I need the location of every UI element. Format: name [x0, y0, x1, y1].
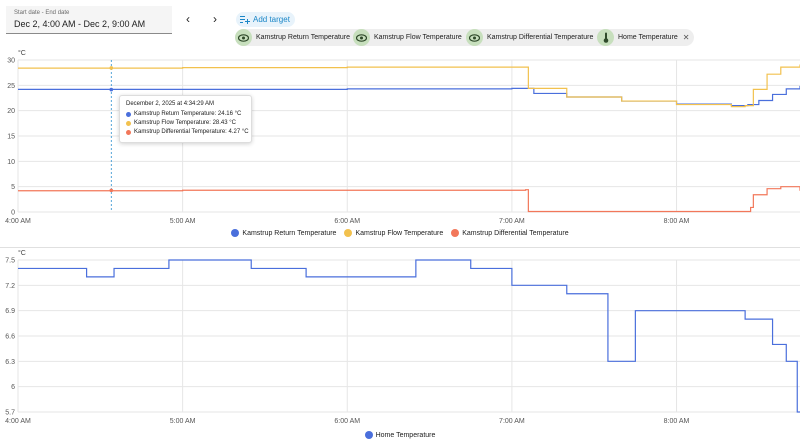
y-tick-label: 5.7	[5, 410, 15, 417]
x-tick-label: 4:00 AM	[5, 418, 31, 425]
legend-item-return[interactable]: Kamstrup Return Temperature	[231, 229, 336, 237]
thermometer-icon	[597, 29, 614, 46]
series-line-2	[18, 186, 800, 213]
tooltip-row-return: Kamstrup Return Temperature: 24.16 °C	[126, 111, 241, 117]
target-chip-flow[interactable]: Kamstrup Flow Temperature ✕	[353, 29, 478, 46]
series-line-1	[18, 64, 800, 108]
y-axis-unit: °C	[18, 250, 26, 257]
y-tick-label: 7.2	[5, 283, 15, 290]
return-color-dot	[126, 111, 131, 117]
x-tick-label: 5:00 AM	[170, 218, 196, 225]
x-tick-label: 7:00 AM	[499, 218, 525, 225]
legend-item-differential[interactable]: Kamstrup Differential Temperature	[451, 229, 569, 237]
legend-item-home[interactable]: Home Temperature	[364, 431, 436, 439]
chart-tooltip: December 2, 2025 at 4:34:29 AM Kamstrup …	[119, 95, 252, 143]
hover-marker	[109, 87, 114, 92]
target-chip-home[interactable]: Home Temperature ✕	[597, 29, 694, 46]
date-range-label: Start date - End date	[14, 10, 70, 16]
tooltip-row-text: Kamstrup Differential Temperature: 4.27 …	[134, 129, 249, 135]
y-tick-label: 0	[11, 210, 15, 217]
legend-label: Kamstrup Flow Temperature	[355, 229, 444, 237]
legend-swatch	[451, 229, 460, 237]
tooltip-row-differential: Kamstrup Differential Temperature: 4.27 …	[126, 129, 249, 135]
date-range-value[interactable]: Dec 2, 4:00 AM - Dec 2, 9:00 AM	[14, 19, 146, 29]
target-chip-differential[interactable]: Kamstrup Differential Temperature ✕	[466, 29, 610, 46]
y-tick-label: 6.9	[5, 308, 15, 315]
y-tick-label: 10	[7, 159, 15, 166]
legend-swatch	[231, 229, 240, 237]
home-temperature-chart[interactable]: °C 5.7 6 6.3 6.6 6.9 7.2 7.5 4:00 AM 5:00 AM 6:00 …	[0, 250, 800, 428]
x-tick-label: 7:00 AM	[499, 418, 525, 425]
y-tick-label: 6	[11, 384, 15, 391]
next-period-button[interactable]: ›	[213, 12, 217, 26]
date-range-picker[interactable]: Start date - End date Dec 2, 4:00 AM - D…	[6, 6, 172, 34]
legend-label: Kamstrup Return Temperature	[242, 229, 337, 237]
target-chip-label: Kamstrup Differential Temperature	[487, 34, 594, 41]
add-list-icon	[240, 16, 250, 24]
tooltip-row-text: Kamstrup Flow Temperature: 28.43 °C	[134, 120, 236, 126]
x-tick-label: 8:00 AM	[664, 418, 690, 425]
x-tick-label: 5:00 AM	[170, 418, 196, 425]
y-tick-label: 25	[7, 83, 15, 90]
x-tick-label: 4:00 AM	[5, 218, 31, 225]
target-chip-return[interactable]: Kamstrup Return Temperature ✕	[235, 29, 366, 46]
y-tick-label: 6.3	[5, 359, 15, 366]
target-chip-label: Home Temperature	[618, 34, 678, 41]
eye-icon	[353, 29, 370, 46]
y-tick-label: 5	[11, 184, 15, 191]
target-chip-label: Kamstrup Return Temperature	[256, 34, 351, 41]
legend-label: Kamstrup Differential Temperature	[462, 229, 569, 237]
y-tick-label: 15	[7, 134, 15, 141]
x-tick-label: 8:00 AM	[664, 218, 690, 225]
close-icon[interactable]: ✕	[682, 33, 690, 42]
tooltip-title: December 2, 2025 at 4:34:29 AM	[126, 101, 215, 107]
chart-divider	[0, 247, 800, 248]
legend-label: Home Temperature	[375, 431, 436, 439]
legend-swatch	[364, 431, 373, 439]
flow-color-dot	[126, 120, 131, 126]
x-tick-label: 6:00 AM	[334, 218, 360, 225]
target-chip-label: Kamstrup Flow Temperature	[374, 34, 462, 41]
legend-item-flow[interactable]: Kamstrup Flow Temperature	[344, 229, 443, 237]
tooltip-row-flow: Kamstrup Flow Temperature: 28.43 °C	[126, 120, 236, 126]
hover-marker	[109, 188, 114, 193]
chart1-legend: Kamstrup Return Temperature Kamstrup Flo…	[0, 229, 800, 237]
add-target-label: Add target	[253, 15, 290, 24]
eye-icon	[235, 29, 252, 46]
y-tick-label: 30	[7, 58, 15, 65]
temperature-line-chart[interactable]: °C 0 5 10 15 20 25 30 4:00 AM 5:00 AM 6:00 AM 7:00 …	[0, 48, 800, 228]
add-target-button[interactable]: Add target	[236, 12, 295, 27]
tooltip-row-text: Kamstrup Return Temperature: 24.16 °C	[134, 111, 242, 117]
x-tick-label: 6:00 AM	[334, 418, 360, 425]
legend-swatch	[344, 229, 353, 237]
y-tick-label: 6.6	[5, 334, 15, 341]
y-tick-label: 7.5	[5, 258, 15, 265]
series-line-0	[18, 259, 800, 413]
hover-marker	[109, 66, 114, 70]
differential-color-dot	[126, 129, 131, 135]
eye-icon	[466, 29, 483, 46]
y-axis-unit: °C	[18, 49, 26, 57]
previous-period-button[interactable]: ‹	[186, 12, 190, 26]
y-tick-label: 20	[7, 108, 15, 115]
chart2-legend: Home Temperature	[0, 431, 800, 439]
